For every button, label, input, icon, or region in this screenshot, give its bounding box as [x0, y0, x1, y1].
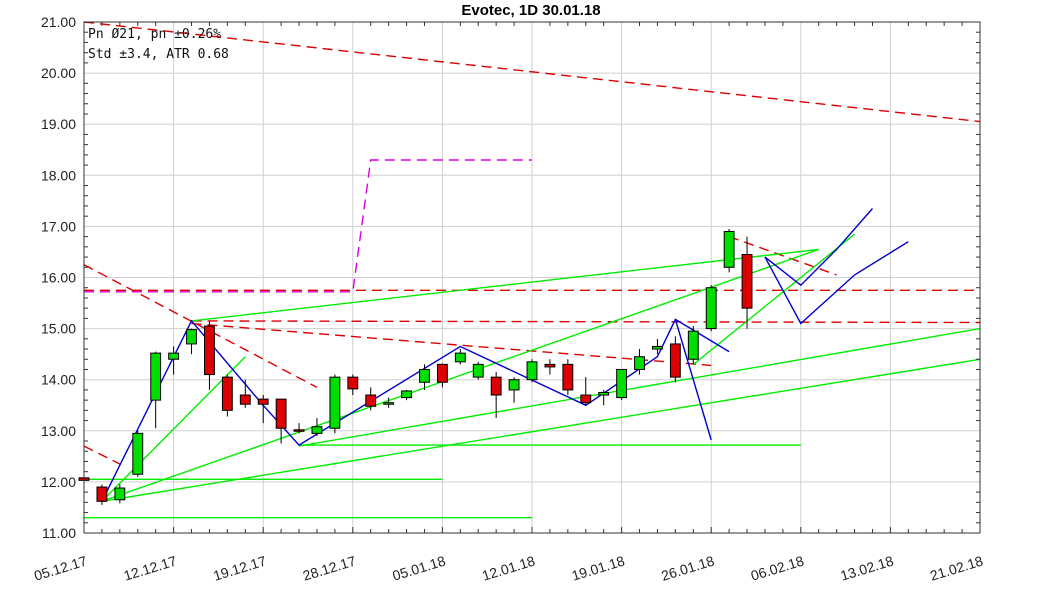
candle-down	[239, 394, 251, 405]
x-tick-label: 12.01.18	[480, 553, 537, 584]
plot-frame	[83, 21, 981, 534]
candle-up	[472, 363, 484, 378]
x-tick-label: 28.12.17	[301, 553, 358, 584]
zigzag-projection	[764, 208, 874, 287]
candle-down	[741, 254, 753, 309]
y-tick-label: 16.00	[41, 270, 76, 286]
stats-line-2: Std ±3.4, ATR 0.68	[88, 47, 229, 62]
candle-down	[275, 398, 287, 429]
x-tick-label: 21.02.18	[928, 553, 985, 584]
candle-down	[544, 363, 556, 368]
candle-up	[705, 287, 717, 330]
candle-down	[347, 376, 359, 390]
indicator-lines	[83, 21, 981, 519]
candle-down	[96, 486, 108, 502]
candle-up	[311, 426, 323, 434]
x-tick-label: 19.12.17	[211, 553, 268, 584]
y-tick-label: 17.00	[41, 218, 76, 234]
x-tick-label: 26.01.18	[659, 553, 716, 584]
candle-down	[365, 394, 377, 407]
candle-down	[204, 325, 215, 376]
y-tick-label: 13.00	[41, 423, 76, 439]
candle-up	[132, 432, 144, 475]
support-line	[692, 233, 856, 365]
candle-up	[526, 361, 538, 381]
candle-up	[508, 379, 520, 391]
candle-down	[293, 429, 305, 432]
candle-up	[150, 352, 162, 401]
candle-up	[401, 390, 412, 399]
zigzag-projection	[764, 241, 909, 325]
candle-up	[168, 352, 180, 360]
magenta-line	[84, 159, 532, 293]
y-tick-label: 20.00	[41, 65, 76, 81]
y-tick-label: 15.00	[41, 321, 76, 337]
support-line	[191, 248, 819, 322]
candle-up	[419, 368, 430, 383]
candle-up	[329, 376, 341, 429]
resistance-line	[83, 445, 121, 465]
zigzag-line	[101, 318, 730, 502]
candle-up	[634, 356, 645, 370]
candle-up	[454, 352, 466, 363]
x-tick-label: 12.12.17	[122, 553, 179, 584]
y-tick-label: 12.00	[41, 474, 76, 490]
x-tick-label: 05.12.17	[32, 553, 89, 584]
candle-up	[687, 330, 699, 360]
candle-up	[616, 368, 628, 399]
candles	[78, 228, 753, 505]
y-tick-label: 14.00	[41, 372, 76, 388]
candle-down	[580, 394, 592, 404]
x-tick-label: 13.02.18	[838, 553, 895, 584]
y-tick-label: 18.00	[41, 167, 76, 183]
zigzag-projection	[674, 319, 712, 441]
candle-up	[652, 345, 663, 350]
candle-down	[257, 398, 269, 405]
x-tick-label: 05.01.18	[390, 553, 447, 584]
support-line	[298, 327, 981, 447]
resistance-line	[191, 320, 981, 324]
candle-up	[383, 402, 395, 405]
candle-down	[490, 376, 502, 396]
axes: 11.00 12.00 13.00 14.00 15.00 16.00 17.00 18.00…	[32, 14, 985, 584]
candle-up	[723, 231, 735, 268]
resistance-line	[83, 21, 981, 123]
y-tick-label: 21.00	[41, 14, 76, 30]
chart-title: Evotec, 1D 30.01.18	[461, 2, 600, 19]
support-line	[101, 248, 819, 502]
y-tick-label: 19.00	[41, 116, 76, 132]
support-line	[101, 358, 981, 502]
x-tick-label: 06.02.18	[749, 553, 806, 584]
candle-down	[221, 376, 233, 411]
y-tick-label: 11.00	[42, 525, 76, 541]
resistance-line	[191, 322, 712, 367]
candle-up	[186, 329, 197, 345]
grid	[83, 21, 981, 534]
candle-up	[114, 487, 126, 501]
candle-up	[598, 391, 610, 396]
candle-down	[562, 363, 574, 391]
stats-line-1: Pn Ø21, pn ±0.26%	[88, 27, 221, 42]
candle-down	[436, 363, 448, 383]
candle-down	[669, 343, 681, 378]
support-line	[101, 356, 246, 502]
resistance-line	[83, 264, 318, 389]
x-tick-label: 19.01.18	[570, 553, 627, 584]
